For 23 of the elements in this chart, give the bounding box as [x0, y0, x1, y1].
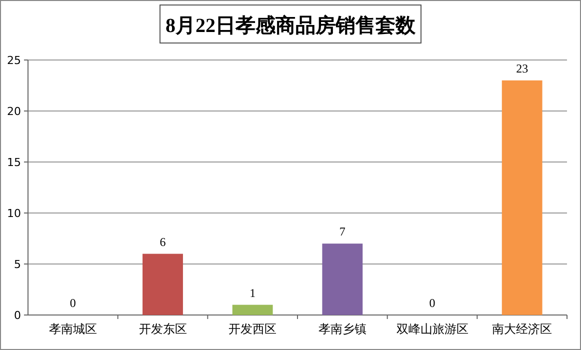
- data-label: 23: [516, 61, 528, 76]
- y-tick-label: 15: [7, 156, 21, 169]
- x-tick-label: 孝南城区: [48, 322, 97, 336]
- x-tick-label: 开发西区: [228, 322, 277, 336]
- bar: [502, 80, 542, 315]
- data-label: 1: [250, 286, 256, 300]
- bar: [142, 254, 183, 315]
- x-tick-label: 南大经济区: [492, 322, 552, 336]
- x-tick-label: 开发东区: [138, 322, 187, 336]
- x-tick-label: 孝南乡镇: [318, 322, 366, 336]
- data-label: 0: [429, 296, 436, 310]
- y-tick-label: 5: [14, 258, 21, 271]
- data-label: 6: [160, 234, 166, 249]
- y-tick-label: 20: [7, 105, 21, 118]
- bar: [322, 244, 363, 315]
- bar: [232, 304, 273, 315]
- x-tick-label: 双峰山旅游区: [396, 322, 468, 336]
- y-tick-label: 0: [14, 309, 21, 322]
- y-tick-label: 25: [7, 54, 21, 67]
- y-tick-label: 10: [7, 207, 21, 220]
- data-label: 7: [339, 224, 346, 239]
- chart-title: 8月22日孝感商品房销售套数: [166, 14, 416, 37]
- data-label: 0: [70, 296, 76, 310]
